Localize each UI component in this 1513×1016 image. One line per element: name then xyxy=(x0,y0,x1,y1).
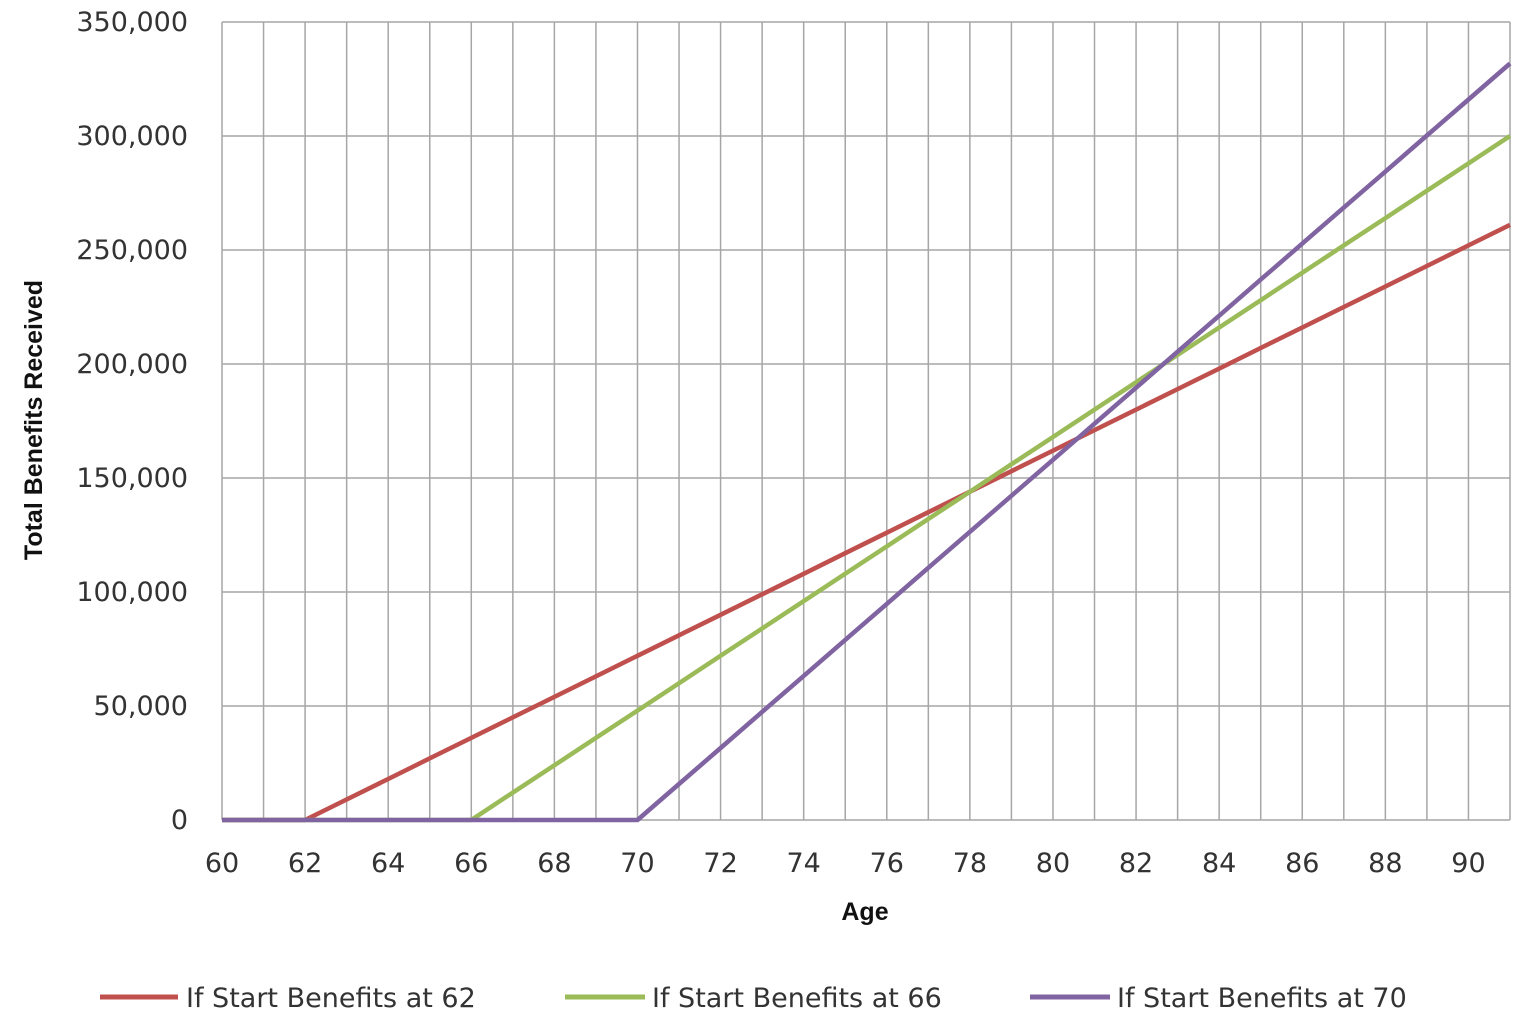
x-tick-label: 76 xyxy=(870,848,904,879)
legend-label-2: If Start Benefits at 66 xyxy=(652,983,942,1012)
x-tick-label: 74 xyxy=(786,848,820,879)
y-axis-title: Total Benefits Received xyxy=(20,280,48,560)
x-tick-label: 66 xyxy=(454,848,488,879)
x-tick-label: 70 xyxy=(620,848,654,879)
y-tick-label: 100,000 xyxy=(76,577,188,608)
legend-label-3: If Start Benefits at 70 xyxy=(1117,983,1407,1012)
grid-lines xyxy=(221,21,1511,821)
y-tick-label: 150,000 xyxy=(76,463,188,494)
y-tick-label: 50,000 xyxy=(94,691,188,722)
x-tick-label: 86 xyxy=(1285,848,1319,879)
y-tick-label: 200,000 xyxy=(76,349,188,380)
x-tick-label: 60 xyxy=(205,848,239,879)
x-tick-label: 64 xyxy=(371,848,405,879)
y-axis-tick-labels: 0 50,000 100,000 150,000 200,000 250,000 300,0… xyxy=(76,7,188,836)
legend: If Start Benefits at 62 If Start Benefits… xyxy=(100,983,1407,1014)
legend-label-1: If Start Benefits at 62 xyxy=(186,983,476,1012)
y-tick-label: 0 xyxy=(171,805,188,836)
series-lines xyxy=(222,61,1512,823)
series-line-3 xyxy=(222,61,1512,823)
y-tick-label: 250,000 xyxy=(76,235,188,266)
x-tick-label: 84 xyxy=(1202,848,1236,879)
series-line-2 xyxy=(222,134,1512,823)
x-tick-label: 78 xyxy=(953,848,987,879)
x-tick-label: 68 xyxy=(537,848,571,879)
x-tick-label: 80 xyxy=(1036,848,1070,879)
x-tick-label: 82 xyxy=(1119,848,1153,879)
y-tick-label: 300,000 xyxy=(76,121,188,152)
series-line-1 xyxy=(222,222,1511,823)
x-axis-tick-labels: 60 62 64 66 68 70 72 74 76 78 80 82 84 86 88 90 xyxy=(205,848,1486,879)
x-tick-label: 62 xyxy=(288,848,322,879)
x-tick-label: 88 xyxy=(1368,848,1402,879)
x-axis-title: Age xyxy=(841,898,888,926)
x-tick-label: 72 xyxy=(703,848,737,879)
y-tick-label: 350,000 xyxy=(76,7,188,38)
x-tick-label: 90 xyxy=(1451,848,1485,879)
